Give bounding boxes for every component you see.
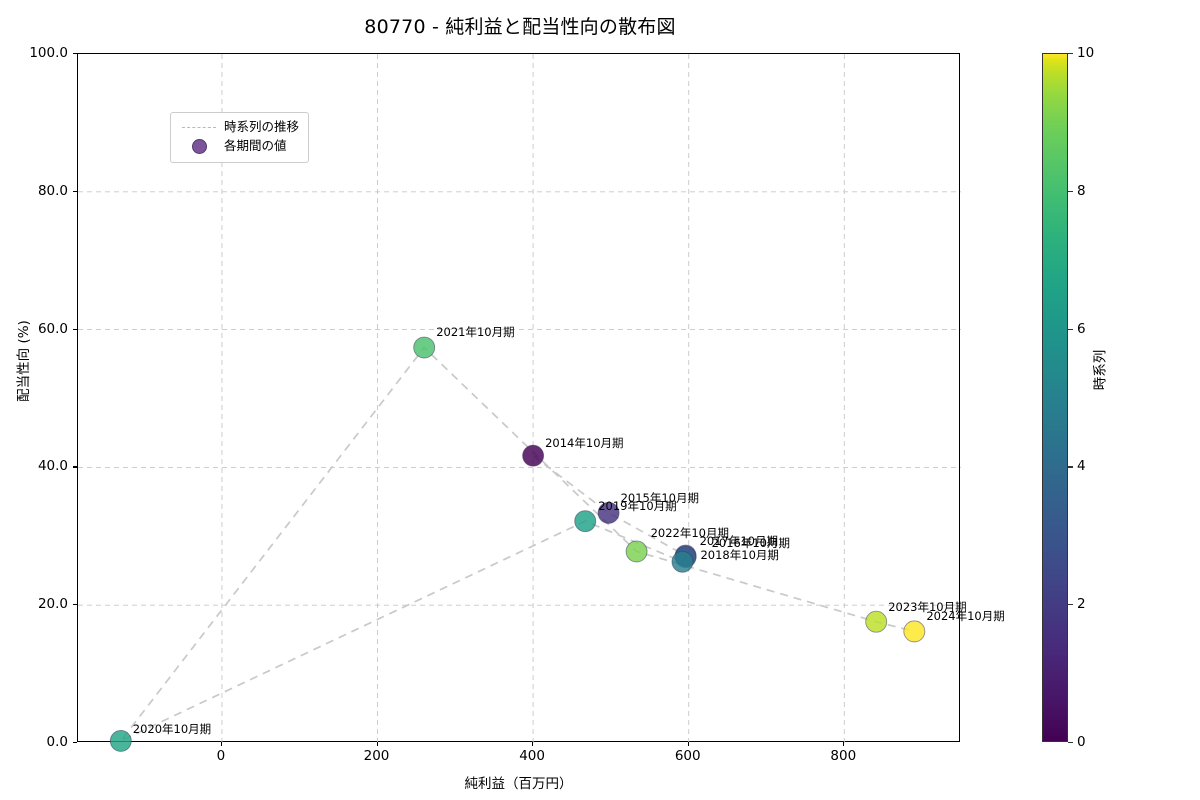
colorbar-tick-label: 10 — [1077, 45, 1095, 61]
x-axis-tick-label: 0 — [216, 748, 226, 764]
data-point-label: 2022年10月期 — [650, 526, 729, 541]
y-axis-tick-mark — [73, 742, 77, 744]
y-axis-tick-mark — [73, 190, 77, 192]
x-axis-tick-label: 200 — [363, 748, 390, 764]
colorbar-tick-mark — [1068, 466, 1073, 468]
colorbar-gradient — [1042, 53, 1068, 742]
x-axis-tick-mark — [220, 742, 223, 746]
data-point-marker[interactable] — [597, 501, 620, 524]
colorbar-tick-label: 0 — [1077, 734, 1086, 750]
y-axis-tick-mark — [73, 53, 77, 55]
y-axis-tick-mark — [73, 466, 77, 468]
colorbar-tick-label: 6 — [1077, 320, 1086, 337]
legend-label-trend: 時系列の推移 — [224, 119, 300, 135]
y-axis-tick-label: 40.0 — [37, 458, 68, 475]
colorbar[interactable]: 0 2 4 6 8 10 — [1042, 45, 1094, 750]
y-axis-tick-label: 100.0 — [29, 45, 68, 61]
x-axis-tick-mark — [687, 742, 689, 746]
x-axis-tick-label: 800 — [830, 748, 857, 764]
data-layer — [109, 336, 926, 752]
data-point-marker[interactable] — [903, 620, 926, 643]
colorbar-tick-mark — [1068, 190, 1073, 192]
data-point-label: 2020年10月期 — [132, 721, 212, 736]
circle-marker-icon — [179, 139, 219, 154]
colorbar-tick-label: 8 — [1077, 182, 1086, 199]
x-axis-tick-mark — [532, 742, 534, 746]
chart-title: 80770 - 純利益と配当性向の散布図 — [364, 16, 676, 38]
grid-lines — [78, 54, 961, 743]
dashed-line-icon — [179, 127, 219, 128]
y-axis-tick-mark — [73, 328, 77, 330]
y-axis-tick-label: 0.0 — [46, 734, 68, 750]
data-point-label: 2018年10月期 — [700, 547, 779, 562]
data-point-marker[interactable] — [671, 550, 694, 573]
colorbar-tick-mark — [1068, 604, 1073, 606]
data-point-label: 2019年10月期 — [598, 499, 677, 514]
data-point-label: 2017年10月期 — [699, 533, 778, 548]
data-point-marker[interactable] — [574, 510, 597, 533]
y-axis-label: 配当性向 (%) — [16, 320, 32, 402]
x-axis-tick-label: 400 — [519, 748, 545, 764]
colorbar-tick-mark — [1068, 328, 1073, 330]
data-point-marker[interactable] — [413, 336, 436, 359]
colorbar-tick-mark — [1068, 53, 1073, 55]
x-axis-label: 純利益（百万円） — [464, 776, 573, 792]
timeseries-connector-line — [120, 346, 915, 742]
chart-legend[interactable]: 時系列の推移 各期間の値 — [170, 112, 310, 163]
data-point-marker[interactable] — [522, 444, 545, 467]
data-point-label: 2015年10月期 — [620, 490, 699, 505]
x-axis-tick-mark — [376, 742, 378, 746]
x-axis-tick-label: 600 — [674, 748, 701, 764]
data-point-label: 2021年10月期 — [436, 324, 515, 339]
legend-item-values[interactable]: 各期間の値 — [179, 137, 299, 156]
y-axis-tick-mark — [73, 604, 77, 606]
colorbar-tick-label: 2 — [1077, 596, 1086, 613]
plot-area: 時系列の推移 各期間の値 2014年10月期 2015年10月期 2016年10月期… — [77, 53, 1005, 752]
y-axis-tick-label: 80.0 — [37, 182, 68, 199]
data-point-label: 2016年10月期 — [711, 535, 790, 550]
colorbar-label: 時系列 — [1092, 349, 1109, 391]
y-axis-tick-label: 20.0 — [37, 596, 68, 613]
x-axis-tick-mark — [843, 742, 845, 746]
data-point-label: 2024年10月期 — [926, 609, 1005, 624]
data-point-marker[interactable] — [625, 540, 648, 563]
y-axis-tick-label: 60.0 — [37, 320, 68, 337]
data-point-marker[interactable] — [109, 729, 132, 752]
data-point-marker[interactable] — [865, 610, 888, 633]
data-point-label: 2014年10月期 — [545, 435, 624, 450]
legend-item-trend[interactable]: 時系列の推移 — [179, 118, 299, 137]
colorbar-tick-label: 4 — [1077, 458, 1086, 475]
data-point-label: 2023年10月期 — [888, 599, 967, 614]
colorbar-tick-mark — [1068, 742, 1073, 744]
legend-label-values: 各期間の値 — [224, 138, 287, 154]
